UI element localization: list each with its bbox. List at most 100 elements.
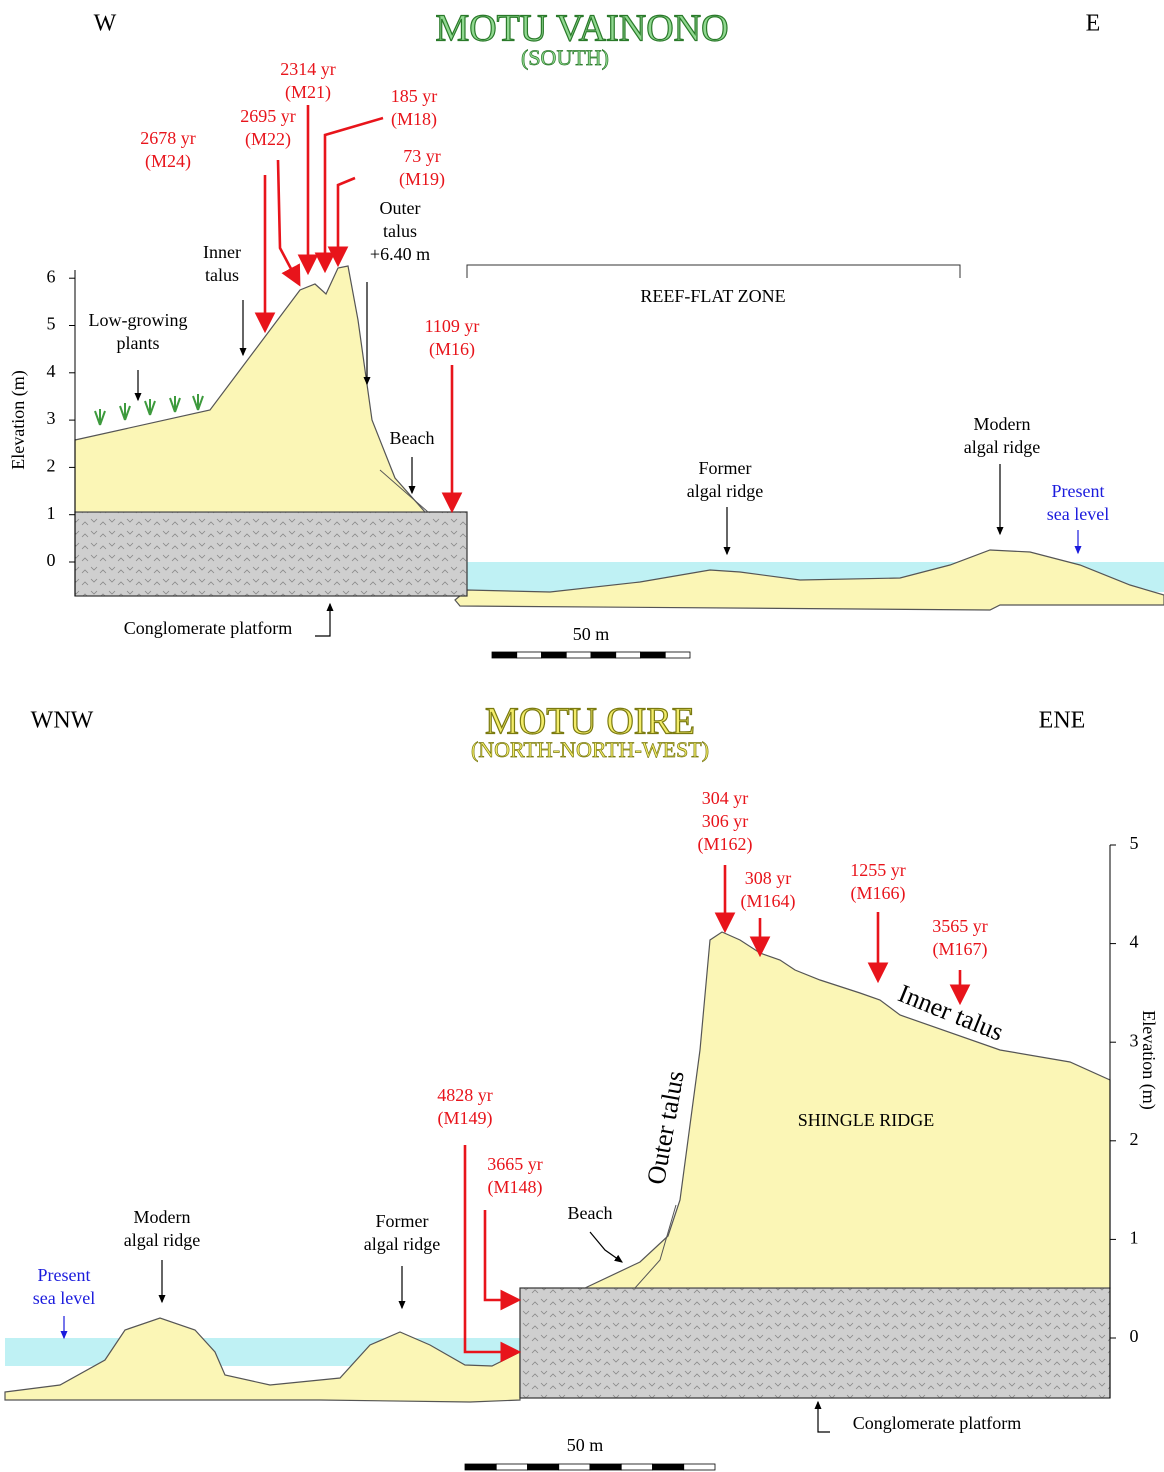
y-tick-label: 5 <box>47 314 56 334</box>
scale-bar <box>591 652 616 658</box>
scale-bar <box>492 652 517 658</box>
label: REEF-FLAT ZONE <box>640 286 785 306</box>
axis-title: Elevation (m) <box>8 370 29 469</box>
scale-bar <box>590 1464 621 1470</box>
date-arrow <box>278 160 298 282</box>
y-tick-label: 6 <box>47 266 56 286</box>
label: Modern <box>974 414 1031 434</box>
date-label: (M148) <box>488 1177 543 1198</box>
subtitle: (SOUTH) <box>521 45 609 70</box>
date-label: 306 yr <box>702 811 749 831</box>
y-tick-label: 2 <box>47 456 56 476</box>
label: sea level <box>33 1288 95 1308</box>
y-tick-label: 3 <box>47 408 56 428</box>
figure: MOTU VAINONO(SOUTH) W E 2678 yr (M24) 2695 yr… <box>0 0 1164 1472</box>
date-label: (M21) <box>285 82 331 103</box>
label: algal ridge <box>964 437 1040 457</box>
direction: E <box>1086 11 1101 37</box>
scale-bar <box>665 652 690 658</box>
date-label: 185 yr <box>391 86 438 106</box>
zone-bracket <box>467 265 960 278</box>
arrow <box>590 1232 622 1262</box>
arrow <box>315 604 330 636</box>
scale-bar <box>684 1464 715 1470</box>
scale-bar <box>559 1464 590 1470</box>
y-tick-label: 4 <box>47 361 56 381</box>
label: algal ridge <box>124 1230 200 1250</box>
date-label: (M16) <box>429 339 475 360</box>
date-label: (M24) <box>145 151 191 172</box>
date-label: (M19) <box>399 169 445 190</box>
scale-bar <box>517 652 542 658</box>
date-arrow <box>338 178 355 262</box>
date-arrow <box>485 1210 516 1300</box>
y-tick-label: 1 <box>47 503 56 523</box>
conglomerate-platform <box>520 1288 1110 1398</box>
date-label: 304 yr <box>702 788 749 808</box>
scale-bar <box>465 1464 496 1470</box>
date-label: (M22) <box>245 129 291 150</box>
date-label: 4828 yr <box>437 1085 493 1105</box>
label: +6.40 m <box>370 244 430 264</box>
label: Low-growing <box>89 310 188 330</box>
label: Outer <box>380 198 421 218</box>
label: sea level <box>1047 504 1109 524</box>
date-label: 1109 yr <box>425 316 480 336</box>
y-tick-label: 1 <box>1130 1228 1139 1248</box>
y-tick-label: 5 <box>1130 833 1139 853</box>
date-label: (M167) <box>933 939 988 960</box>
label: talus <box>383 221 417 241</box>
label: SHINGLE RIDGE <box>798 1110 935 1130</box>
top-section <box>75 105 1164 636</box>
label: Conglomerate platform <box>124 618 292 638</box>
label: Beach <box>390 428 435 448</box>
scale-bar <box>542 652 567 658</box>
label: Former <box>376 1211 429 1231</box>
date-label: 73 yr <box>403 146 441 166</box>
date-label: (M18) <box>391 109 437 130</box>
scale-label: 50 m <box>567 1435 604 1455</box>
date-label: (M149) <box>438 1108 493 1129</box>
date-arrow <box>465 1145 516 1352</box>
scale-bar <box>496 1464 527 1470</box>
scale-bar <box>566 652 591 658</box>
label: Present <box>1052 481 1105 501</box>
direction: W <box>94 11 117 37</box>
direction: ENE <box>1039 708 1086 734</box>
date-label: 2678 yr <box>140 128 196 148</box>
scale-bar <box>653 1464 684 1470</box>
label: algal ridge <box>364 1234 440 1254</box>
date-label: 3565 yr <box>932 916 988 936</box>
conglomerate-platform <box>75 512 467 596</box>
label: Conglomerate platform <box>853 1413 1021 1433</box>
axis-title: Elevation (m) <box>1138 1010 1159 1109</box>
date-label: 3665 yr <box>487 1154 543 1174</box>
date-label: (M162) <box>698 834 753 855</box>
date-label: 1255 yr <box>850 860 906 880</box>
subtitle: (NORTH-NORTH-WEST) <box>471 737 709 762</box>
scale-bar <box>528 1464 559 1470</box>
label: talus <box>205 265 239 285</box>
y-tick-label: 4 <box>1130 932 1139 952</box>
title: MOTU VAINONO <box>435 8 728 50</box>
scale-bar <box>616 652 641 658</box>
y-tick-label: 0 <box>1130 1326 1139 1346</box>
arrow <box>818 1402 830 1432</box>
scale-label: 50 m <box>573 624 610 644</box>
date-label: (M166) <box>851 883 906 904</box>
date-label: 308 yr <box>745 868 792 888</box>
y-tick-label: 0 <box>47 550 56 570</box>
y-tick-label: 3 <box>1130 1030 1139 1050</box>
label: Inner <box>203 242 241 262</box>
date-label: 2314 yr <box>280 59 336 79</box>
date-label: 2695 yr <box>240 106 296 126</box>
label: algal ridge <box>687 481 763 501</box>
scale-bar <box>641 652 666 658</box>
label: Present <box>38 1265 91 1285</box>
direction: WNW <box>31 708 94 734</box>
date-label: (M164) <box>741 891 796 912</box>
label: plants <box>117 333 160 353</box>
label: Outer talus <box>641 1069 689 1187</box>
label: Modern <box>134 1207 191 1227</box>
island-profile <box>75 266 425 512</box>
